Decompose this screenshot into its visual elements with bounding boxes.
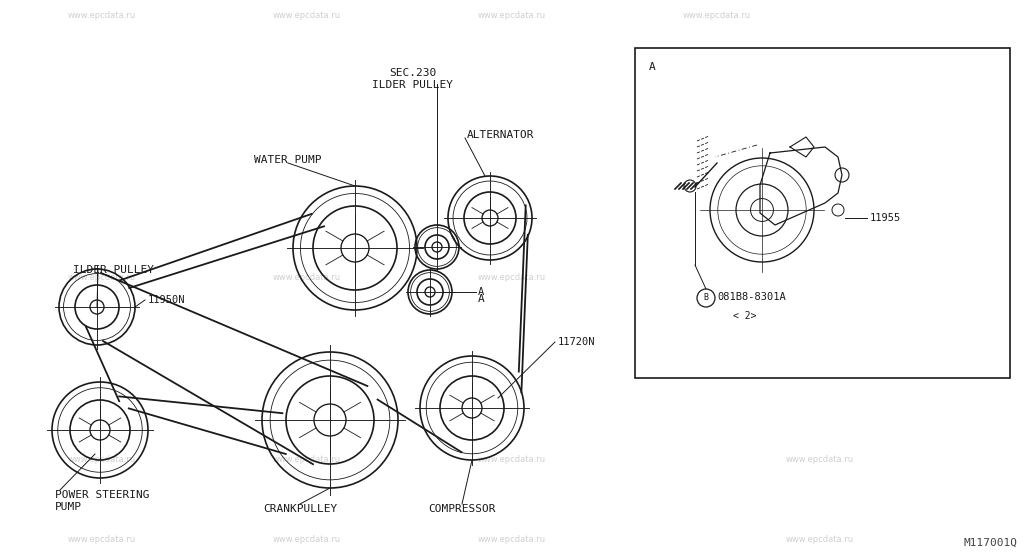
Text: www.epcdata.ru: www.epcdata.ru bbox=[683, 11, 751, 19]
Text: www.epcdata.ru: www.epcdata.ru bbox=[478, 455, 546, 464]
Text: ILDER PULLEY: ILDER PULLEY bbox=[73, 265, 154, 275]
Text: 11720N: 11720N bbox=[558, 337, 596, 347]
Text: M117001Q: M117001Q bbox=[964, 538, 1018, 548]
Text: www.epcdata.ru: www.epcdata.ru bbox=[273, 455, 341, 464]
Text: 11950N: 11950N bbox=[148, 295, 185, 305]
Text: www.epcdata.ru: www.epcdata.ru bbox=[786, 536, 854, 545]
Text: www.epcdata.ru: www.epcdata.ru bbox=[68, 11, 136, 19]
Text: www.epcdata.ru: www.epcdata.ru bbox=[478, 11, 546, 19]
Text: www.epcdata.ru: www.epcdata.ru bbox=[68, 274, 136, 283]
Text: www.epcdata.ru: www.epcdata.ru bbox=[273, 536, 341, 545]
Text: B: B bbox=[703, 294, 709, 302]
Text: www.epcdata.ru: www.epcdata.ru bbox=[68, 536, 136, 545]
Bar bbox=[635, 48, 1010, 378]
Text: A: A bbox=[478, 294, 484, 304]
Text: POWER STEERING
PUMP: POWER STEERING PUMP bbox=[55, 490, 150, 511]
Text: A: A bbox=[478, 287, 484, 297]
Text: A: A bbox=[649, 62, 655, 72]
Text: www.epcdata.ru: www.epcdata.ru bbox=[68, 455, 136, 464]
Text: www.epcdata.ru: www.epcdata.ru bbox=[786, 455, 854, 464]
Text: 11955: 11955 bbox=[870, 213, 901, 223]
Text: www.epcdata.ru: www.epcdata.ru bbox=[478, 274, 546, 283]
Text: www.epcdata.ru: www.epcdata.ru bbox=[478, 536, 546, 545]
Text: SEC.230
ILDER PULLEY: SEC.230 ILDER PULLEY bbox=[373, 68, 454, 90]
Text: www.epcdata.ru: www.epcdata.ru bbox=[273, 11, 341, 19]
Text: www.epcdata.ru: www.epcdata.ru bbox=[273, 274, 341, 283]
Text: WATER PUMP: WATER PUMP bbox=[254, 155, 322, 165]
Text: COMPRESSOR: COMPRESSOR bbox=[428, 504, 496, 514]
Text: www.epcdata.ru: www.epcdata.ru bbox=[786, 274, 854, 283]
Text: 081B8-8301A: 081B8-8301A bbox=[717, 292, 785, 302]
Text: CRANKPULLEY: CRANKPULLEY bbox=[263, 504, 337, 514]
Text: ALTERNATOR: ALTERNATOR bbox=[467, 130, 535, 140]
Text: < 2>: < 2> bbox=[733, 311, 757, 321]
